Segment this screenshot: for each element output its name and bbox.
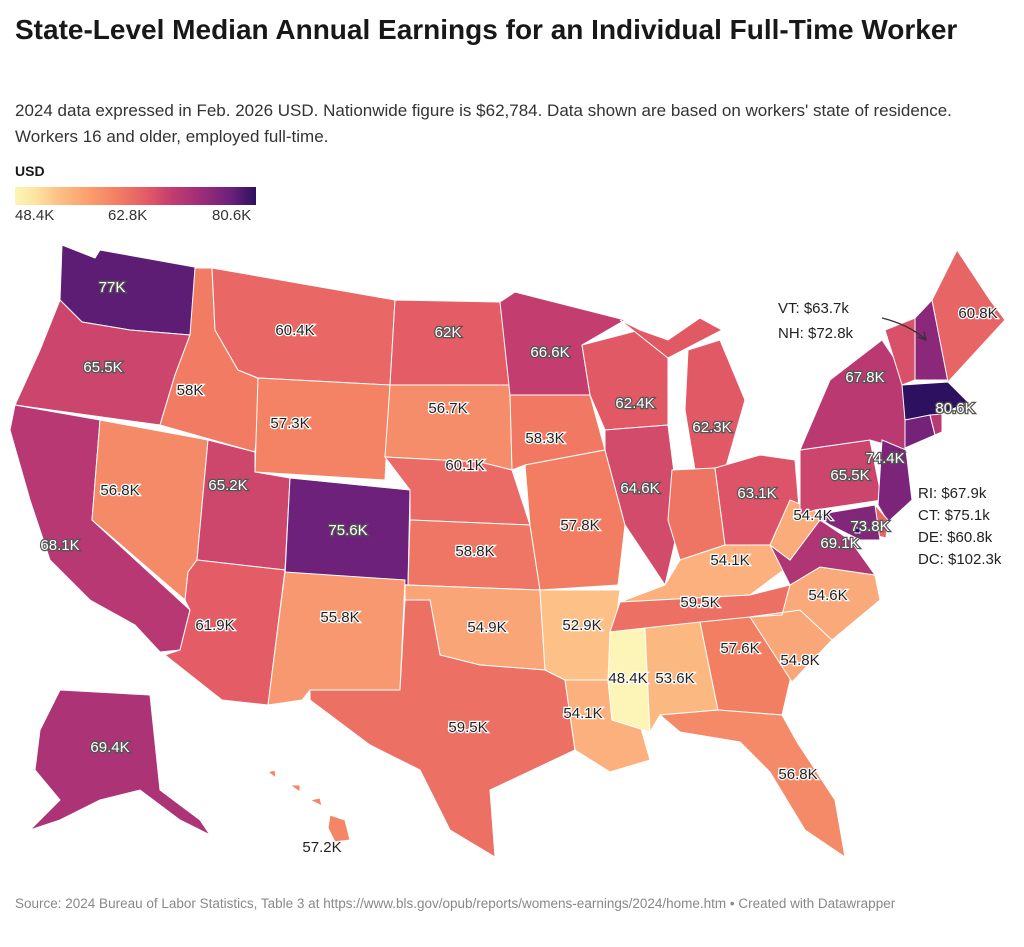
chart-subtitle: 2024 data expressed in Feb. 2026 USD. Na…: [15, 101, 952, 146]
state-label-sd: 56.7K: [428, 400, 467, 417]
state-label-wi: 62.4K: [615, 395, 654, 412]
state-label-or: 65.5K: [83, 359, 122, 376]
state-ms[interactable]: [607, 627, 651, 733]
state-label-hi: 57.2K: [302, 839, 341, 856]
state-label-ms: 48.4K: [608, 670, 647, 687]
state-label-md: 73.8K: [850, 518, 889, 535]
state-label-ny: 67.8K: [845, 369, 884, 386]
state-label-ca: 68.1K: [40, 537, 79, 554]
state-label-ga: 57.6K: [720, 640, 759, 657]
state-label-ks: 58.8K: [455, 543, 494, 560]
state-label-mi: 62.3K: [692, 419, 731, 436]
state-label-tx: 59.5K: [448, 719, 487, 736]
state-ny[interactable]: [799, 339, 907, 451]
state-label-al: 53.6K: [655, 670, 694, 687]
state-label-mt: 60.4K: [275, 322, 314, 339]
state-label-nv: 56.8K: [100, 482, 139, 499]
arrow-head-icon: [917, 331, 927, 342]
annotation-vt: VT: $63.7k: [778, 300, 849, 317]
source-note: Source: 2024 Bureau of Labor Statistics,…: [15, 896, 896, 911]
state-label-wv: 54.4K: [793, 507, 832, 524]
state-label-nc: 54.6K: [808, 587, 847, 604]
state-wy[interactable]: [254, 377, 391, 481]
state-label-ak: 69.4K: [90, 739, 129, 756]
state-label-la: 54.1K: [563, 705, 602, 722]
state-nm[interactable]: [267, 571, 406, 706]
state-label-wa: 77K: [99, 279, 126, 296]
state-fl[interactable]: [658, 709, 846, 859]
annotations: VT: $63.7k NH: $72.8k RI: $67.9k CT: $75…: [777, 299, 1004, 570]
state-md[interactable]: [813, 504, 881, 541]
legend-min-label: 48.4K: [15, 207, 55, 224]
state-dc[interactable]: [854, 527, 861, 534]
state-me[interactable]: [931, 249, 1006, 384]
legend-color-bar: [15, 187, 256, 205]
state-label-mo: 57.8K: [560, 517, 599, 534]
state-ar[interactable]: [539, 589, 621, 681]
chart-title: State-Level Median Annual Earnings for a…: [15, 14, 958, 45]
state-hi[interactable]: [266, 769, 351, 843]
state-label-oh: 63.1K: [737, 485, 776, 502]
state-label-ar: 52.9K: [562, 617, 601, 634]
state-label-az: 61.9K: [195, 617, 234, 634]
state-label-co: 75.6K: [328, 522, 367, 539]
state-label-me: 60.8K: [958, 305, 997, 322]
state-label-wy: 57.3K: [270, 415, 309, 432]
annotation-de: DE: $60.8k: [918, 529, 993, 546]
annotation-ct: CT: $75.1k: [918, 507, 990, 524]
legend-max-label: 80.6K: [212, 207, 252, 224]
us-choropleth-map: 77K 65.5K 68.1K 56.8K 58K 60.4K 57.3K 65.2K 75.6…: [9, 244, 1006, 859]
state-label-ia: 58.3K: [525, 430, 564, 447]
state-label-ma: 80.6K: [935, 400, 974, 417]
state-label-ne: 60.1K: [445, 457, 484, 474]
state-ga[interactable]: [699, 616, 793, 716]
state-label-nm: 55.8K: [320, 609, 359, 626]
state-label-ut: 65.2K: [208, 477, 247, 494]
state-nd[interactable]: [389, 299, 511, 386]
annotation-ri: RI: $67.9k: [918, 485, 987, 502]
state-label-sc: 54.8K: [780, 652, 819, 669]
state-label-nj: 74.4K: [865, 450, 904, 467]
state-ri[interactable]: [929, 413, 943, 436]
state-label-fl: 56.8K: [778, 766, 817, 783]
state-label-il: 64.6K: [620, 480, 659, 497]
annotation-arrow: [881, 317, 927, 341]
state-label-nd: 62K: [435, 324, 462, 341]
state-label-ky: 54.1K: [710, 552, 749, 569]
state-label-pa: 65.5K: [830, 467, 869, 484]
legend-mid-label: 62.8K: [108, 207, 148, 224]
state-ct[interactable]: [904, 414, 936, 449]
legend-title: USD: [15, 163, 45, 179]
state-nj[interactable]: [877, 439, 913, 523]
state-label-ok: 54.9K: [467, 619, 506, 636]
state-ma[interactable]: [901, 381, 969, 421]
state-label-tn: 59.5K: [680, 594, 719, 611]
state-label-id: 58K: [177, 382, 204, 399]
state-ak[interactable]: [29, 689, 212, 837]
annotation-nh: NH: $72.8k: [778, 325, 854, 342]
state-ky[interactable]: [619, 544, 791, 603]
annotation-dc: DC: $102.3k: [918, 551, 1002, 568]
state-tx[interactable]: [309, 599, 576, 858]
state-label-va: 69.1K: [820, 535, 859, 552]
state-label-mn: 66.6K: [530, 344, 569, 361]
